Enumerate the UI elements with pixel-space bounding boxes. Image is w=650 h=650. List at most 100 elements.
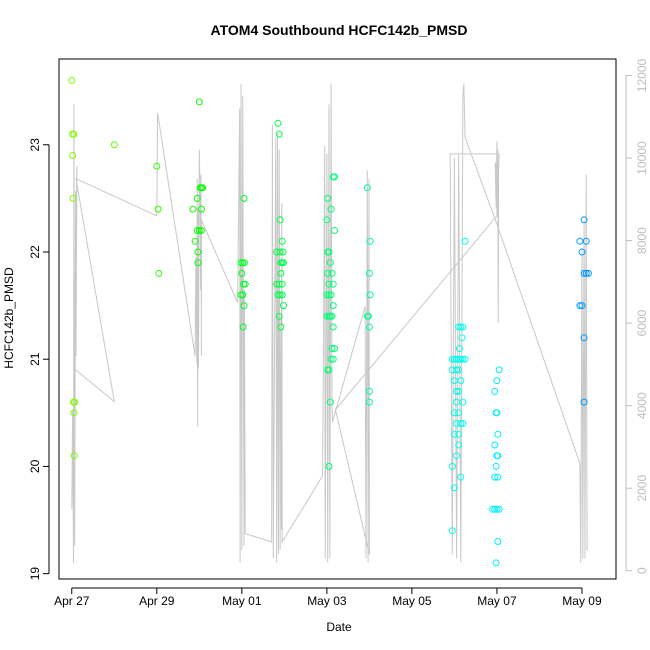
data-point [584, 269, 592, 277]
y2-tick-label: 2000 [635, 475, 649, 502]
data-point [240, 194, 248, 202]
data-point [323, 216, 331, 224]
x-axis: Apr 27 Apr 29 May 01 May 03 May 05 May 07 May … [54, 587, 602, 608]
data-point [459, 398, 467, 406]
data-point [453, 398, 461, 406]
data-point [450, 377, 458, 385]
data-point [197, 227, 205, 234]
data-point [193, 194, 201, 202]
data-point [461, 355, 469, 363]
data-point [195, 227, 203, 234]
data-point [461, 237, 469, 245]
data-point [457, 377, 465, 385]
data-point [275, 280, 283, 288]
data-point [494, 473, 502, 481]
data-point [323, 291, 331, 299]
y2-tick-label: 0 [635, 567, 649, 574]
data-point [457, 355, 465, 363]
data-point [274, 291, 282, 299]
data-point [278, 291, 286, 299]
data-point [457, 323, 465, 331]
data-point [448, 462, 456, 470]
data-point [329, 323, 337, 331]
data-point [240, 259, 248, 267]
data-point [195, 98, 203, 106]
x-tick-label: May 03 [307, 594, 347, 608]
data-point [325, 280, 333, 288]
data-point [71, 398, 79, 406]
data-point [491, 441, 499, 449]
data-point [580, 334, 588, 342]
data-point [582, 237, 590, 245]
data-point [329, 355, 337, 363]
data-point [453, 452, 461, 460]
data-point [279, 248, 287, 256]
data-point [491, 473, 499, 481]
data-point [456, 345, 463, 352]
y2-tick-label: 6000 [635, 309, 649, 336]
x-tick-label: May 01 [222, 594, 262, 608]
data-point [582, 269, 590, 277]
data-point [199, 184, 207, 192]
y-tick-label: 19 [28, 567, 42, 581]
data-point [239, 291, 247, 299]
data-point [328, 312, 336, 320]
x-tick-label: May 09 [562, 594, 602, 608]
data-point [493, 409, 501, 417]
data-point [191, 237, 199, 245]
data-point [239, 323, 247, 331]
data-point [455, 409, 463, 417]
data-point [455, 441, 463, 449]
data-point [241, 280, 249, 288]
data-point [459, 355, 467, 363]
data-point [450, 484, 458, 492]
data-point [576, 302, 584, 310]
y2-tick-label: 8000 [635, 227, 649, 254]
y-tick-label: 21 [28, 352, 42, 366]
data-point [328, 269, 336, 277]
data-point [324, 194, 332, 202]
data-point [329, 280, 337, 288]
data-point [197, 205, 205, 213]
data-point [275, 130, 283, 138]
data-point [326, 259, 334, 267]
data-point [70, 409, 78, 417]
data-point [448, 527, 456, 535]
data-point [68, 76, 76, 84]
data-point [366, 291, 374, 299]
data-point [277, 323, 285, 331]
data-point [578, 248, 586, 256]
y2-tick-label: 12000 [635, 58, 649, 92]
y-tick-label: 20 [28, 459, 42, 473]
data-point [69, 152, 77, 159]
data-point [331, 227, 338, 234]
data-point [275, 312, 283, 320]
data-point [450, 409, 458, 417]
data-point [580, 398, 588, 406]
x-tick-label: Apr 27 [54, 594, 90, 608]
data-point [323, 312, 331, 320]
data-point [493, 505, 501, 513]
data-point [492, 462, 500, 470]
y2-axis: 0 2000 4000 6000 8000 10000 12000 [625, 58, 649, 574]
data-point [455, 323, 463, 331]
data-point [325, 462, 333, 470]
data-point [455, 366, 463, 374]
data-point [278, 280, 286, 288]
data-point [327, 205, 335, 213]
data-point [280, 302, 287, 310]
data-point [365, 387, 373, 395]
data-point [580, 269, 588, 277]
data-point [274, 119, 282, 127]
x-axis-label: Date [326, 620, 352, 634]
x-tick-label: Apr 29 [139, 594, 175, 608]
data-point [494, 430, 502, 438]
data-point [110, 141, 118, 149]
data-point [365, 323, 373, 331]
data-point [450, 430, 458, 438]
y-tick-label: 22 [28, 245, 42, 259]
plot-frame [58, 58, 617, 580]
data-point [238, 269, 246, 277]
data-point [453, 387, 461, 395]
